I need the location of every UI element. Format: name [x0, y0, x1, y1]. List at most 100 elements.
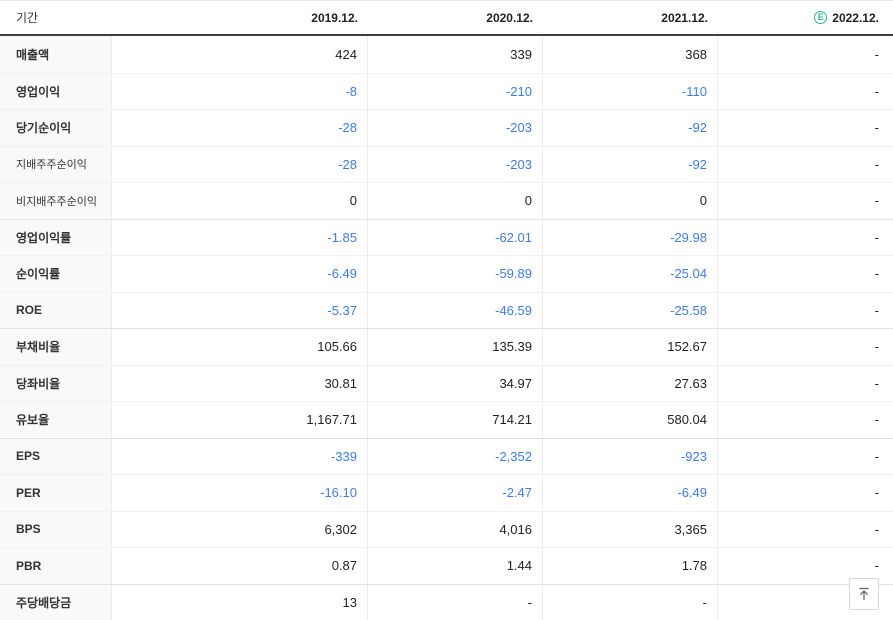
cell-value: - — [874, 485, 879, 501]
cell-value: - — [874, 448, 879, 464]
cell-value: 580.04 — [543, 402, 718, 438]
cell-value: 714.21 — [368, 402, 543, 438]
cell-value: 3,365 — [543, 511, 718, 547]
row-label: ROE — [0, 292, 112, 328]
row-label: 부채비율 — [0, 329, 112, 365]
column-header-label: 2022.12. — [832, 10, 879, 25]
table-header-row: 기간 2019.12. 2020.12. 2021.12. E 2022.12. — [0, 0, 893, 36]
row-label: 비지배주주순이익 — [0, 183, 112, 219]
cell-value: - — [874, 375, 879, 391]
table-row: 비지배주주순이익 0 0 0- — [0, 182, 893, 219]
column-header: 2020.12. — [368, 1, 543, 34]
cell-value: 135.39 — [368, 329, 543, 365]
cell-value: - — [874, 83, 879, 99]
cell-value: -339 — [112, 438, 368, 474]
table-row: 영업이익률 -1.85 -62.01 -29.98 - — [0, 218, 893, 255]
column-header-label: 2021.12. — [661, 10, 708, 25]
row-label: 당좌비율 — [0, 365, 112, 401]
row-label: 영업이익 — [0, 73, 112, 109]
arrow-up-to-top-icon — [856, 586, 872, 602]
table-row: EPS -339 -2,352 -923 - — [0, 437, 893, 474]
cell-value: -203 — [368, 110, 543, 146]
table-row: PBR 0.87 1.44 1.78 - — [0, 547, 893, 584]
table-body: 매출액 424 339 368- 영업이익 -8 -210 -110- 당기순이익 -28 -203… — [0, 36, 893, 620]
cell-value: -16.10 — [112, 475, 368, 511]
table-row: 매출액 424 339 368 - — [0, 36, 893, 73]
cell-value: 424 — [112, 36, 368, 73]
row-label: BPS — [0, 511, 112, 547]
cell-value: 368 — [543, 36, 718, 73]
table-row: 지배주주순이익 -28 -203 -92 - — [0, 145, 893, 182]
row-label: 주당배당금 — [0, 584, 112, 620]
cell-value: -210 — [368, 73, 543, 109]
table-row: 부채비율 105.66 135.39 152.67 - — [0, 328, 893, 365]
cell-value: - — [874, 339, 879, 355]
estimate-badge-icon: E — [814, 11, 828, 24]
cell-value: -6.49 — [112, 256, 368, 292]
cell-value: 0 — [368, 183, 543, 219]
cell-value: - — [874, 193, 879, 209]
cell-value: 1.44 — [368, 548, 543, 584]
cell-value: 4,016 — [368, 511, 543, 547]
cell-value: -25.58 — [543, 292, 718, 328]
cell-value: - — [874, 229, 879, 245]
cell-value: 0.87 — [112, 548, 368, 584]
cell-value: -2.47 — [368, 475, 543, 511]
cell-value: -29.98 — [543, 219, 718, 255]
row-label: 순이익률 — [0, 256, 112, 292]
cell-value: -203 — [368, 146, 543, 182]
cell-value: - — [874, 156, 879, 172]
cell-value: 6,302 — [112, 511, 368, 547]
cell-value: - — [874, 412, 879, 428]
cell-value: -46.59 — [368, 292, 543, 328]
cell-value: - — [543, 584, 718, 620]
cell-value: -8 — [112, 73, 368, 109]
cell-value: -28 — [112, 146, 368, 182]
table-row: 당기순이익 -28 -203 -92 - — [0, 109, 893, 146]
cell-value: 30.81 — [112, 365, 368, 401]
row-label: 유보율 — [0, 402, 112, 438]
row-label: 지배주주순이익 — [0, 146, 112, 182]
cell-value: -62.01 — [368, 219, 543, 255]
row-label: EPS — [0, 438, 112, 474]
cell-value: 339 — [368, 36, 543, 73]
cell-value: -110 — [543, 73, 718, 109]
scroll-to-top-button[interactable] — [849, 578, 879, 610]
cell-value: - — [874, 46, 879, 62]
column-header-label: 2019.12. — [311, 10, 358, 25]
cell-value: - — [874, 558, 879, 574]
cell-value: -1.85 — [112, 219, 368, 255]
table-row: BPS 6,302 4,016 3,365 - — [0, 510, 893, 547]
cell-value: -6.49 — [543, 475, 718, 511]
row-label: PER — [0, 475, 112, 511]
column-header: E 2022.12. — [718, 1, 893, 34]
table-row: PER -16.10 -2.47 -6.49 - — [0, 474, 893, 511]
cell-value: 152.67 — [543, 329, 718, 365]
row-label: PBR — [0, 548, 112, 584]
table-row: 순이익률 -6.49 -59.89 -25.04 - — [0, 255, 893, 292]
cell-value: 27.63 — [543, 365, 718, 401]
cell-value: 0 — [543, 183, 718, 219]
cell-value: 1.78 — [543, 548, 718, 584]
cell-value: -2,352 — [368, 438, 543, 474]
cell-value: -59.89 — [368, 256, 543, 292]
cell-value: -92 — [543, 146, 718, 182]
cell-value: 1,167.71 — [112, 402, 368, 438]
cell-value: -28 — [112, 110, 368, 146]
table-row: ROE -5.37 -46.59 -25.58 - — [0, 291, 893, 328]
table-row: 유보율 1,167.71 714.21 580.04 - — [0, 401, 893, 438]
cell-value: -5.37 — [112, 292, 368, 328]
cell-value: 0 — [112, 183, 368, 219]
period-header-label: 기간 — [16, 11, 39, 25]
row-label: 당기순이익 — [0, 110, 112, 146]
cell-value: 105.66 — [112, 329, 368, 365]
cell-value: - — [874, 302, 879, 318]
cell-value: 34.97 — [368, 365, 543, 401]
table-row: 영업이익 -8 -210 -110 - — [0, 72, 893, 109]
cell-value: - — [874, 521, 879, 537]
row-label: 영업이익률 — [0, 219, 112, 255]
column-header: 2021.12. — [543, 1, 718, 34]
cell-value: -25.04 — [543, 256, 718, 292]
cell-value: -92 — [543, 110, 718, 146]
